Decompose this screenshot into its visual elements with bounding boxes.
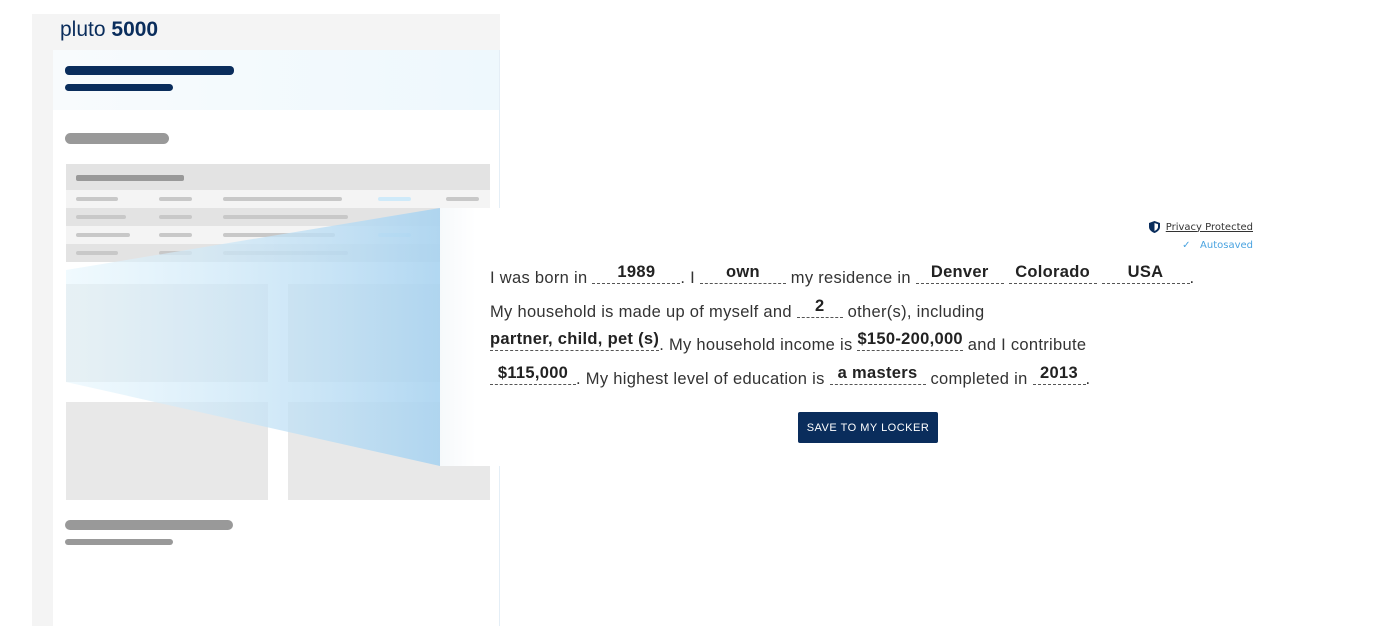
placeholder-footer-bar [65, 520, 233, 530]
placeholder-subtitle-bar [65, 84, 173, 91]
income-field[interactable]: $150-200,000 [857, 328, 963, 351]
privacy-link[interactable]: Privacy Protected [1148, 221, 1253, 233]
highlight-beam [66, 208, 440, 466]
household-members-field[interactable]: partner, child, pet (s) [490, 328, 660, 351]
education-field[interactable]: a masters [829, 362, 926, 385]
save-to-locker-button[interactable]: SAVE TO MY LOCKER [798, 412, 938, 443]
country-field[interactable]: USA [1101, 261, 1190, 284]
shield-icon [1148, 221, 1160, 233]
placeholder-title-bar [65, 66, 234, 75]
others-count-field[interactable]: 2 [796, 295, 843, 318]
logo: pluto 5000 [60, 18, 159, 41]
illustration-hero [53, 50, 499, 110]
privacy-label[interactable]: Privacy Protected [1165, 221, 1253, 233]
check-icon: ✓ [1182, 240, 1191, 251]
grad-year-field[interactable]: 2013 [1032, 362, 1086, 385]
state-field[interactable]: Colorado [1008, 261, 1097, 284]
birth-year-field[interactable]: 1989 [592, 261, 681, 284]
ownership-field[interactable]: own [699, 261, 786, 284]
contribution-field[interactable]: $115,000 [490, 362, 576, 385]
autosaved-status: ✓ Autosaved [1182, 240, 1253, 251]
city-field[interactable]: Denver [915, 261, 1004, 284]
card-fade [440, 208, 476, 466]
placeholder-footer-bar-2 [65, 539, 173, 545]
profile-sentence: I was born in 1989. I own my residence i… [490, 261, 1195, 388]
placeholder-heading-bar [65, 133, 169, 144]
